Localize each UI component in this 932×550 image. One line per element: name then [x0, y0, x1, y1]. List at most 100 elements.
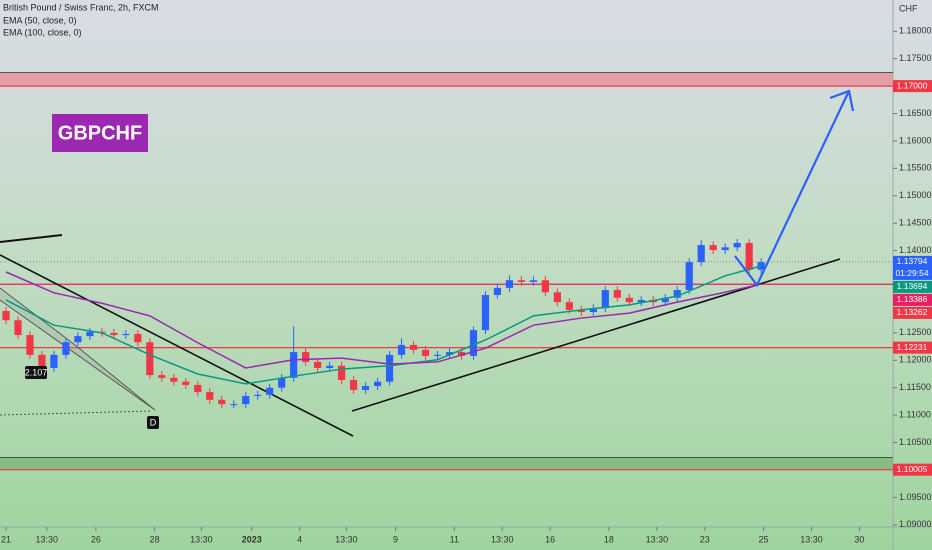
x-tick-label: 18 [604, 534, 614, 544]
candle-body [146, 342, 154, 376]
candle-body [170, 377, 178, 382]
y-tick-label: 1.15000 [899, 190, 932, 200]
x-tick-label: 13:30 [335, 534, 358, 544]
candle-body [314, 361, 322, 368]
candle-body [745, 242, 753, 270]
candle-body [326, 365, 334, 368]
candle-body [709, 245, 717, 251]
price-badge-label: 1.10005 [897, 464, 928, 474]
x-tick-label: 16 [545, 534, 555, 544]
candle-body [421, 349, 430, 356]
zone [0, 72, 893, 87]
last-price: 1.13794 [897, 256, 928, 266]
x-tick-label: 4 [297, 534, 302, 544]
indicator-legend[interactable]: EMA (100, close, 0) [3, 27, 82, 37]
candle-body [373, 381, 382, 387]
candle-body [661, 297, 669, 303]
candle-body [2, 310, 10, 321]
candle-body [625, 297, 633, 303]
candle-body [565, 302, 573, 310]
candle-body [86, 331, 94, 337]
x-tick-label: 21 [1, 534, 11, 544]
candle-body [62, 342, 70, 355]
symbol-title[interactable]: British Pound / Swiss Franc, 2h, FXCM [3, 2, 159, 12]
x-tick-label: 9 [393, 534, 398, 544]
candle-body [445, 352, 454, 355]
candle-body [697, 245, 705, 263]
plot [2, 239, 765, 408]
y-tick-label: 1.14000 [899, 245, 932, 255]
annotation: D [150, 417, 157, 427]
candle-body [194, 384, 202, 393]
candle-body [278, 377, 286, 388]
y-tick-label: 1.15500 [899, 163, 932, 173]
x-tick-label: 26 [91, 534, 101, 544]
y-tick-label: 1.14500 [899, 218, 932, 228]
indicator-legend[interactable]: EMA (50, close, 0) [3, 15, 77, 25]
candle-body [721, 247, 729, 251]
candle-body [541, 280, 549, 293]
candle-body [733, 242, 741, 248]
candle-body [577, 309, 585, 313]
zones [0, 71, 893, 471]
price-badge-label: 1.13694 [897, 281, 928, 291]
x-tick-label: 13:30 [35, 534, 58, 544]
candle-body [505, 280, 514, 288]
ticker-badge-box [52, 114, 148, 152]
trend-line [0, 234, 63, 243]
pattern-line [0, 287, 156, 411]
annotation-box [147, 416, 159, 429]
price-badge [893, 293, 932, 306]
y-tick-label: 1.18000 [899, 26, 932, 36]
candle-body [290, 352, 298, 378]
pattern-dotted [0, 410, 153, 416]
price-badge-label: 1.12231 [897, 342, 928, 352]
candle-body [481, 295, 490, 331]
ticker-badge: GBPCHF [58, 122, 142, 144]
ema-line [5, 265, 762, 385]
annotation-box [25, 366, 47, 379]
y-tick-label: 1.10500 [899, 437, 932, 447]
x-tick-label: 13:30 [491, 534, 514, 544]
candle-body [433, 354, 442, 356]
candle-body [553, 292, 561, 303]
price-badge-label: 1.17000 [897, 80, 928, 90]
price-badge-label: 1.13386 [897, 294, 928, 304]
candle-body [673, 290, 681, 298]
candle-body [134, 333, 142, 343]
trend-line [0, 254, 354, 437]
projection-arrow [734, 89, 855, 288]
x-tick-label: 30 [854, 534, 864, 544]
candle-body [110, 332, 118, 336]
candle-body [385, 354, 394, 382]
candle-body [457, 352, 466, 356]
x-tick-label: 28 [150, 534, 160, 544]
x-tick-label: 13:30 [190, 534, 213, 544]
x-tick-label: 23 [700, 534, 710, 544]
price-badge [893, 255, 932, 280]
y-tick-label: 1.11000 [899, 410, 931, 420]
candle-body [14, 320, 22, 336]
price-axis: 1.18000 1.17500 1.16500 1.16000 1.15500 1.150… [1, 26, 932, 544]
candle-body [74, 336, 82, 343]
candle-body [206, 392, 214, 400]
y-tick-label: 1.16500 [899, 108, 932, 118]
candle-body [254, 394, 262, 396]
candle-body [218, 399, 226, 405]
zone [0, 457, 893, 470]
candle-body [266, 387, 274, 395]
candle-body [361, 386, 370, 390]
y-tick-label: 1.12500 [899, 327, 932, 337]
x-tick-label: 11 [450, 534, 459, 544]
arrow-line [734, 92, 849, 288]
x-tick-label: 13:30 [800, 534, 823, 544]
x-tick-label: 2023 [242, 534, 262, 544]
price-badge-label: 1.13262 [897, 307, 928, 317]
candle-body [613, 290, 621, 298]
candle-body [589, 308, 597, 313]
candle-body [637, 299, 645, 303]
candle-body [350, 380, 358, 390]
pattern-fill [0, 288, 155, 410]
